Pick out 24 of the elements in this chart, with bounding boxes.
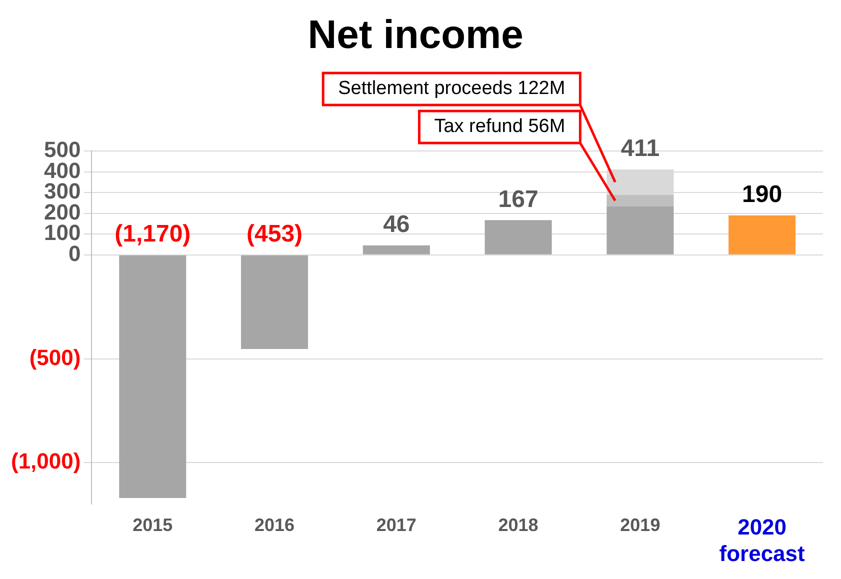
text: Settlement proceeds 122M <box>338 78 566 100</box>
x-tick-label: 2020 forecast <box>719 514 806 566</box>
bar <box>119 255 186 498</box>
bar <box>728 215 796 254</box>
x-tick-label: 2019 <box>620 514 660 535</box>
bar <box>606 194 674 206</box>
y-tick-label: (500) <box>29 344 81 370</box>
chart-title: Net income <box>308 13 524 58</box>
bar <box>484 220 552 254</box>
total-label: 190 <box>742 181 782 208</box>
bar <box>606 206 674 254</box>
x-tick-label: 2015 <box>132 514 173 535</box>
total-label: (1,170) <box>114 220 191 248</box>
x-tick-label: 2017 <box>376 514 416 535</box>
total-label: 411 <box>620 135 660 162</box>
text: Tax refund 56M <box>434 116 566 138</box>
bar <box>241 255 308 349</box>
x-tick-label: 2016 <box>254 514 295 535</box>
y-tick-label: (1,000) <box>10 448 81 474</box>
total-label: 167 <box>498 186 538 213</box>
x-tick-label: 2018 <box>498 514 538 535</box>
total-label: 46 <box>383 210 410 238</box>
total-label: (453) <box>246 220 303 248</box>
bar <box>362 245 430 254</box>
